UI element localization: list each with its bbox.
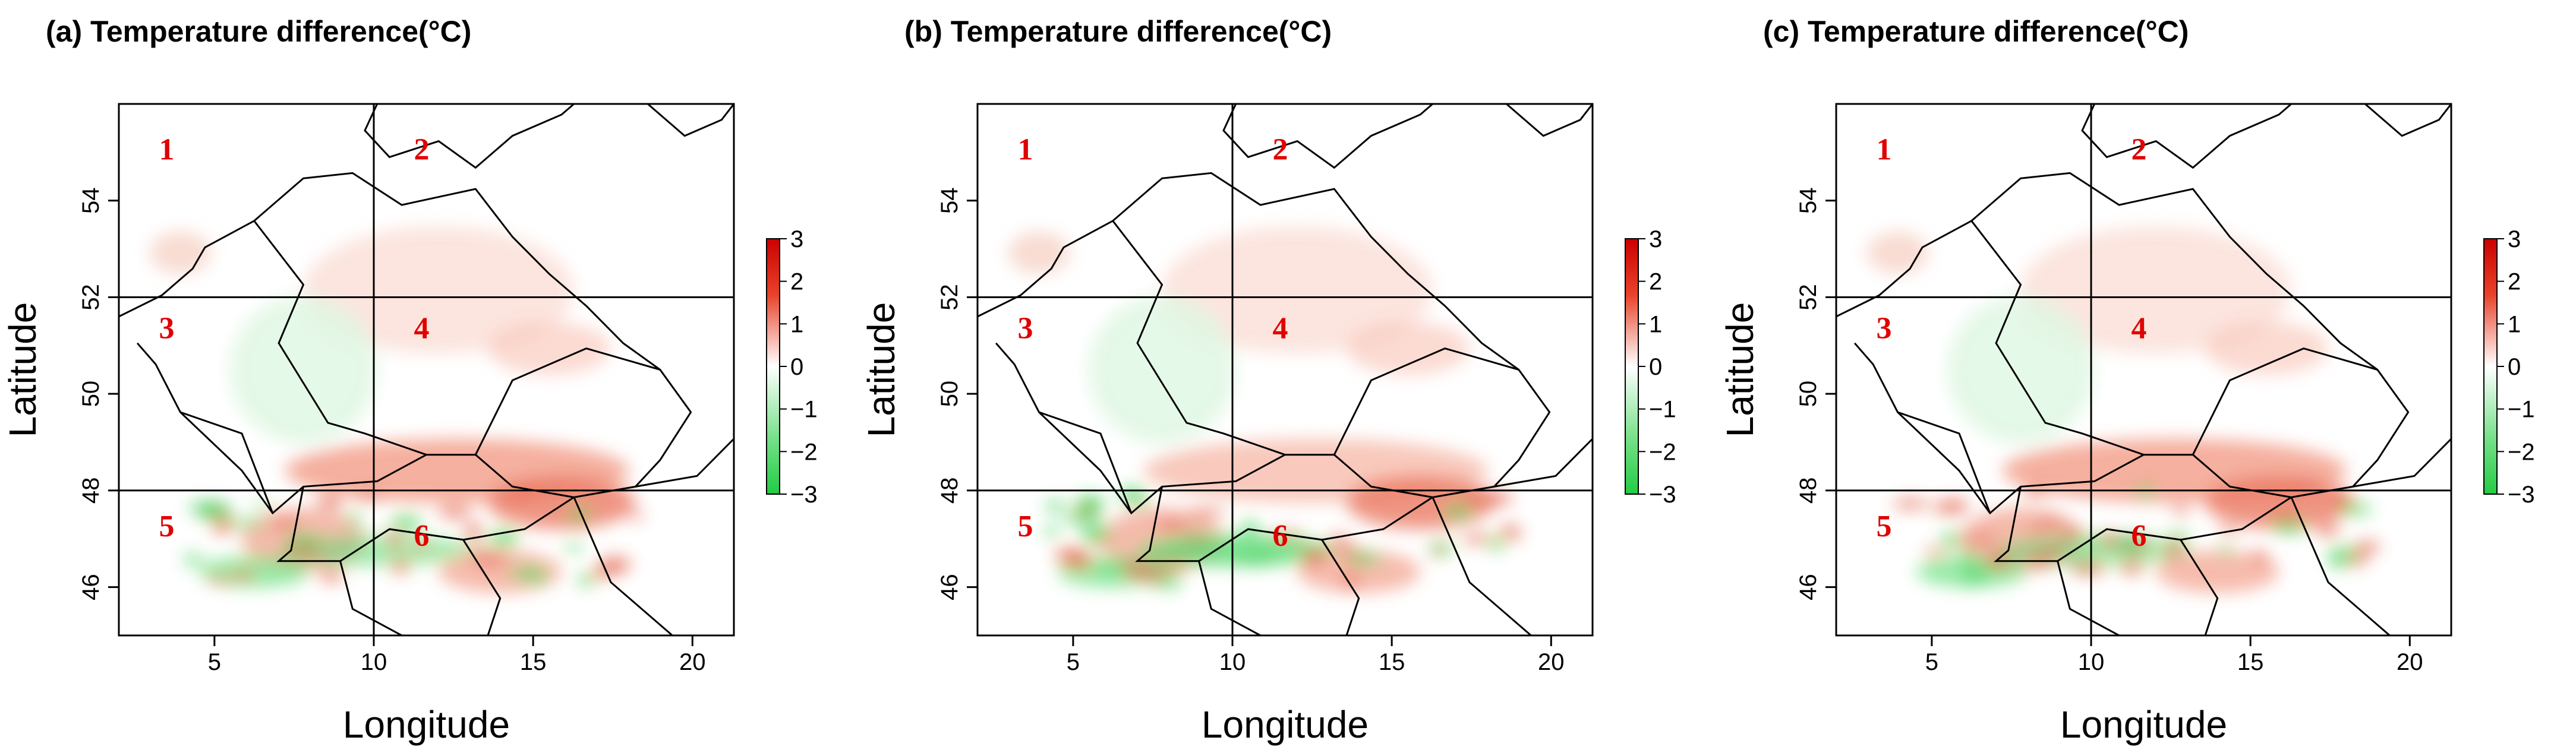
colorbar xyxy=(766,238,780,495)
x-tick-label: 10 xyxy=(2078,649,2105,675)
y-tick-label: 48 xyxy=(78,477,104,504)
y-tick-label: 54 xyxy=(1795,187,1821,214)
x-tick-label: 5 xyxy=(1067,649,1080,675)
region-label: 5 xyxy=(159,510,174,543)
y-tick-label: 46 xyxy=(78,574,104,600)
colorbar-tick-label: −1 xyxy=(2508,397,2535,423)
region-label: 6 xyxy=(2131,519,2146,553)
y-tick-label: 52 xyxy=(78,284,104,311)
colorbar-tick-label: −1 xyxy=(1649,397,1676,423)
y-tick-label: 50 xyxy=(937,381,963,407)
colorbar-tick-label: −1 xyxy=(790,397,818,423)
chart-title: (a) Temperature difference(°C) xyxy=(46,15,471,48)
colorbar xyxy=(2483,238,2498,495)
chart-svg-c: (c) Temperature difference(°C)1 23 45 65 10 1… xyxy=(1719,15,2535,746)
colorbar-tick-label: −2 xyxy=(2508,439,2535,465)
x-tick-label: 15 xyxy=(1379,649,1405,675)
plot-frame xyxy=(118,103,735,637)
colorbar-tick-label: 2 xyxy=(1649,269,1662,295)
chart-title: (b) Temperature difference(°C) xyxy=(904,15,1332,48)
x-axis-label: Longitude xyxy=(2060,703,2227,746)
colorbar-tick-label: 3 xyxy=(790,226,803,252)
colorbar-tick-label: −3 xyxy=(1649,482,1676,508)
y-tick-label: 46 xyxy=(1795,574,1821,600)
region-label: 2 xyxy=(1272,132,1288,166)
colorbar-tick-label: −2 xyxy=(790,439,818,465)
region-label: 3 xyxy=(1017,311,1033,345)
region-label: 4 xyxy=(2131,311,2146,345)
x-tick-label: 10 xyxy=(361,649,387,675)
region-label: 5 xyxy=(1876,510,1891,543)
chart-title: (c) Temperature difference(°C) xyxy=(1763,15,2189,48)
colorbar-tick-label: 1 xyxy=(1649,311,1662,337)
region-label: 1 xyxy=(1017,132,1033,166)
y-axis-label: Latitude xyxy=(860,302,903,438)
y-tick-label: 48 xyxy=(1795,477,1821,504)
region-label: 2 xyxy=(2131,132,2146,166)
y-tick-label: 46 xyxy=(937,574,963,600)
country-borders xyxy=(1836,104,2451,635)
x-tick-label: 20 xyxy=(2397,649,2423,675)
chart-panel-b: (b) Temperature difference(°C) 1 2 3 4 5 6 5 10 1… xyxy=(859,0,1717,756)
colorbar-tick-label: −3 xyxy=(2508,482,2535,508)
colorbar-tick-label: 3 xyxy=(2508,226,2521,252)
country-borders xyxy=(119,104,734,635)
y-tick-label: 52 xyxy=(1795,284,1821,311)
y-tick-label: 54 xyxy=(78,187,104,214)
chart-panel-a: (a) Temperature difference(°C) 1 2 3 4 5 6 5 10 1… xyxy=(0,0,859,756)
region-label: 1 xyxy=(1876,132,1891,166)
chart-svg-a: (a) Temperature difference(°C)1 23 45 65 10 1… xyxy=(1,15,818,746)
plot-frame xyxy=(976,103,1594,637)
colorbar-tick-label: 0 xyxy=(1649,354,1662,380)
colorbar-tick-label: 0 xyxy=(790,354,803,380)
y-axis-label: Latitude xyxy=(1,302,44,438)
colorbar-tick-label: −3 xyxy=(790,482,818,508)
plot-frame xyxy=(1835,103,2452,637)
y-axis-label: Latitude xyxy=(1719,302,1761,438)
region-label: 1 xyxy=(159,132,174,166)
region-label: 2 xyxy=(414,132,429,166)
colorbar-tick-label: 1 xyxy=(2508,311,2521,337)
y-tick-label: 50 xyxy=(78,381,104,407)
x-axis-label: Longitude xyxy=(343,703,510,746)
x-tick-label: 5 xyxy=(208,649,221,675)
colorbar-tick-label: −2 xyxy=(1649,439,1676,465)
colorbar-tick-label: 2 xyxy=(2508,269,2521,295)
x-axis-label: Longitude xyxy=(1202,703,1369,746)
temperature-field xyxy=(1008,226,1521,593)
temperature-field xyxy=(1866,226,2380,593)
x-tick-label: 10 xyxy=(1219,649,1246,675)
country-borders xyxy=(978,104,1593,635)
y-tick-label: 52 xyxy=(937,284,963,311)
colorbar xyxy=(1625,238,1639,495)
region-label: 5 xyxy=(1017,510,1033,543)
x-tick-label: 20 xyxy=(1538,649,1565,675)
y-tick-label: 50 xyxy=(1795,381,1821,407)
colorbar-tick-label: 0 xyxy=(2508,354,2521,380)
x-tick-label: 20 xyxy=(679,649,706,675)
region-label: 3 xyxy=(1876,311,1891,345)
colorbar-tick-label: 3 xyxy=(1649,226,1662,252)
x-tick-label: 15 xyxy=(520,649,547,675)
region-label: 3 xyxy=(159,311,174,345)
colorbar-tick-label: 2 xyxy=(790,269,803,295)
region-label: 6 xyxy=(414,519,429,553)
region-label: 4 xyxy=(1272,311,1288,345)
chart-svg-b: (b) Temperature difference(°C)1 23 45 65 10 1… xyxy=(860,15,1676,746)
temperature-field xyxy=(149,226,644,593)
colorbar-tick-label: 1 xyxy=(790,311,803,337)
y-tick-label: 54 xyxy=(937,187,963,214)
chart-panel-c: (c) Temperature difference(°C) 1 2 3 4 5 6 5 10 1… xyxy=(1717,0,2576,756)
y-tick-label: 48 xyxy=(937,477,963,504)
region-label: 4 xyxy=(414,311,429,345)
x-tick-label: 15 xyxy=(2237,649,2264,675)
region-label: 6 xyxy=(1272,519,1288,553)
x-tick-label: 5 xyxy=(1925,649,1938,675)
